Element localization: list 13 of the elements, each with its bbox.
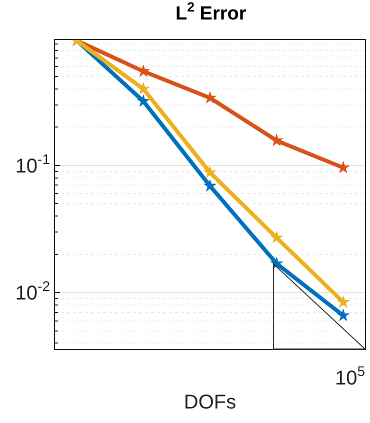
point <box>336 308 350 322</box>
point <box>203 166 217 178</box>
chart-title: L$^{2}$ Error <box>176 0 247 25</box>
point <box>270 230 284 244</box>
point <box>270 134 284 146</box>
y-tick-label: 10$^{-2}$ <box>15 278 50 305</box>
point <box>136 94 150 107</box>
point <box>203 178 217 192</box>
y-tick-label: 10$^{-1}$ <box>15 151 50 178</box>
point <box>136 82 150 95</box>
x-axis-title: DOFs <box>184 392 236 414</box>
text: 10$^{5}$ <box>335 363 366 390</box>
point <box>336 295 350 308</box>
